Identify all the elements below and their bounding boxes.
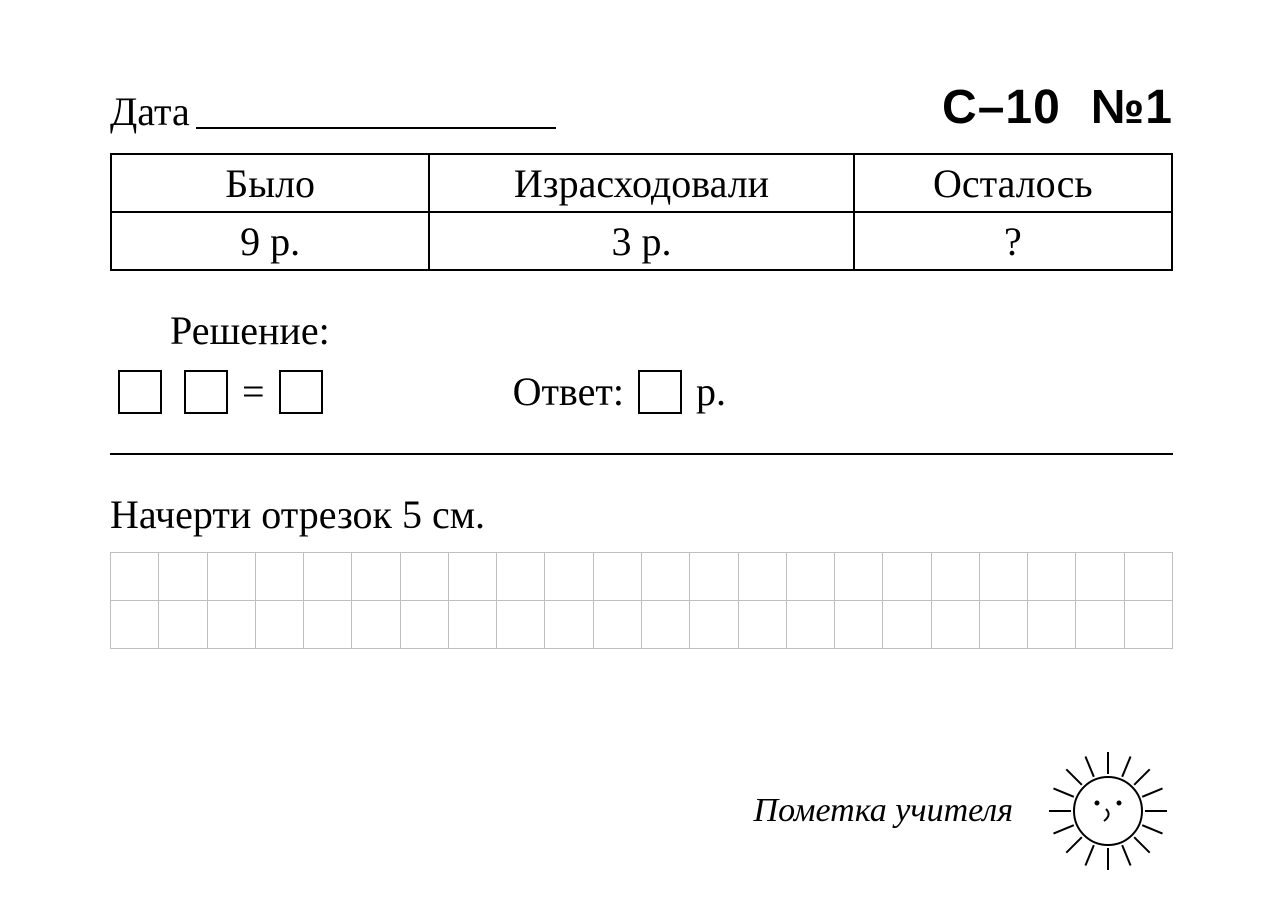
task-2-text: Начерти отрезок 5 см.	[110, 491, 1173, 538]
grid-cell[interactable]	[594, 601, 642, 649]
grid-cell[interactable]	[208, 553, 256, 601]
table-row: 9 р. 3 р. ?	[111, 212, 1172, 270]
grid-cell[interactable]	[256, 553, 304, 601]
col-header: Было	[111, 154, 429, 212]
grid-cell[interactable]	[159, 601, 207, 649]
grid-cell[interactable]	[787, 553, 835, 601]
result-box[interactable]	[279, 370, 323, 414]
operand-box-1[interactable]	[118, 370, 162, 414]
grid-cell[interactable]	[545, 553, 593, 601]
grid-cell[interactable]	[883, 601, 931, 649]
operand-box-2[interactable]	[184, 370, 228, 414]
grid-cell[interactable]	[787, 601, 835, 649]
code-right: №1	[1091, 81, 1173, 134]
date-underline[interactable]	[196, 127, 556, 129]
grid-cell[interactable]	[449, 601, 497, 649]
grid-cell[interactable]	[1125, 553, 1173, 601]
grid-cell[interactable]	[642, 553, 690, 601]
grid-cell[interactable]	[159, 553, 207, 601]
grid-cell[interactable]	[497, 601, 545, 649]
grid-cell[interactable]	[835, 553, 883, 601]
table-cell: 9 р.	[111, 212, 429, 270]
table-cell: 3 р.	[429, 212, 853, 270]
grid-cell[interactable]	[1028, 601, 1076, 649]
grid-cell[interactable]	[1125, 601, 1173, 649]
answer-box[interactable]	[638, 370, 682, 414]
grid-cell[interactable]	[932, 601, 980, 649]
grid-cell[interactable]	[545, 601, 593, 649]
grid-cell[interactable]	[304, 601, 352, 649]
grid-cell[interactable]	[883, 553, 931, 601]
worksheet-code: С–10 №1	[942, 80, 1173, 135]
equals-sign: =	[242, 368, 265, 415]
grid-cell[interactable]	[980, 601, 1028, 649]
col-header: Осталось	[854, 154, 1172, 212]
grid-cell[interactable]	[304, 553, 352, 601]
table-header-row: Было Израсходовали Осталось	[111, 154, 1172, 212]
problem-table: Было Израсходовали Осталось 9 р. 3 р. ?	[110, 153, 1173, 271]
drawing-grid[interactable]	[110, 552, 1173, 649]
grid-cell[interactable]	[111, 553, 159, 601]
grid-cell[interactable]	[256, 601, 304, 649]
grid-cell[interactable]	[401, 601, 449, 649]
grid-cell[interactable]	[352, 601, 400, 649]
date-label: Дата	[110, 88, 196, 135]
grid-cell[interactable]	[642, 601, 690, 649]
grid-cell[interactable]	[690, 553, 738, 601]
grid-cell[interactable]	[594, 553, 642, 601]
answer-label: Ответ:	[513, 368, 624, 415]
grid-cell[interactable]	[401, 553, 449, 601]
grid-cell[interactable]	[835, 601, 883, 649]
grid-cell[interactable]	[739, 553, 787, 601]
answer-unit: р.	[696, 368, 726, 415]
grid-cell[interactable]	[111, 601, 159, 649]
grid-cell[interactable]	[1076, 553, 1124, 601]
grid-cell[interactable]	[497, 553, 545, 601]
sun-icon	[1043, 746, 1173, 876]
col-header: Израсходовали	[429, 154, 853, 212]
solution-label: Решение:	[170, 307, 1173, 354]
grid-cell[interactable]	[449, 553, 497, 601]
grid-cell[interactable]	[352, 553, 400, 601]
grid-cell[interactable]	[208, 601, 256, 649]
grid-cell[interactable]	[739, 601, 787, 649]
table-cell: ?	[854, 212, 1172, 270]
grid-cell[interactable]	[1076, 601, 1124, 649]
teacher-note-label: Пометка учителя	[754, 792, 1013, 830]
grid-cell[interactable]	[980, 553, 1028, 601]
grid-cell[interactable]	[690, 601, 738, 649]
grid-cell[interactable]	[1028, 553, 1076, 601]
grid-cell[interactable]	[932, 553, 980, 601]
code-left: С–10	[942, 81, 1061, 134]
